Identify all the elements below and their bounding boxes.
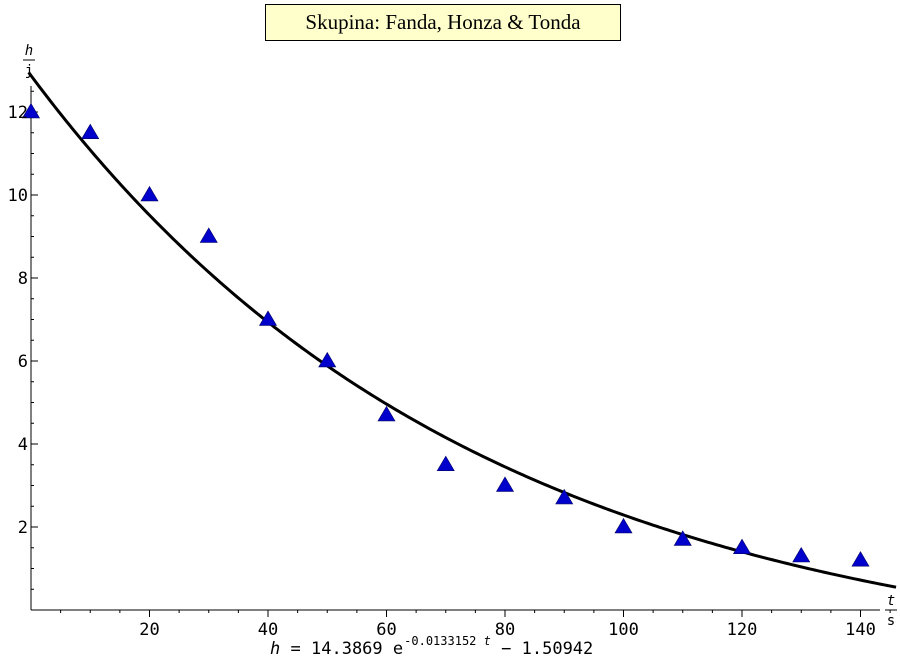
data-point-marker	[21, 102, 41, 119]
formula-coefficient: 14.3869	[311, 639, 383, 659]
chart-title: Skupina: Fanda, Honza & Tonda	[265, 4, 621, 41]
x-axis-label-denominator: s	[887, 613, 895, 629]
data-point-marker	[258, 310, 278, 326]
fit-formula: h = 14.3869 e-0.0133152 t − 1.50942	[270, 634, 594, 659]
y-tick-label: 12	[8, 103, 28, 123]
tick-labels-layer: 20 40 60 80 100 120 140 2 4 6 8 10 12 hj ts	[8, 43, 897, 640]
formula-exponent-var: t	[483, 634, 491, 648]
data-point-marker	[81, 123, 100, 139]
y-axis-label-denominator: j	[25, 63, 33, 79]
formula-minus: −	[501, 639, 512, 659]
fit-curve-line	[27, 71, 897, 589]
y-axis-label-numerator: h	[25, 43, 33, 59]
x-tick-label: 100	[608, 620, 639, 640]
data-point-marker	[732, 538, 752, 555]
y-tick-label: 8	[18, 269, 28, 289]
formula-exponent: -0.0133152 t	[404, 634, 491, 648]
y-tick-label: 10	[8, 186, 28, 206]
formula-exponent-value: -0.0133152	[404, 634, 477, 648]
data-point-marker	[495, 476, 515, 492]
data-point-marker	[673, 530, 692, 546]
formula-lhs: h	[270, 639, 281, 659]
data-points-layer	[21, 102, 870, 567]
y-tick-label: 2	[18, 518, 28, 538]
y-tick-label: 6	[18, 352, 28, 372]
data-point-marker	[199, 227, 218, 243]
data-point-marker	[555, 488, 574, 505]
data-point-marker	[792, 546, 811, 563]
x-tick-label: 60	[376, 620, 396, 640]
formula-constant: 1.50942	[521, 639, 594, 659]
x-tick-label: 20	[139, 620, 159, 640]
x-tick-label: 40	[258, 620, 278, 640]
formula-equals: =	[290, 639, 301, 659]
x-tick-label: 140	[845, 620, 876, 640]
fit-curve-layer	[27, 71, 897, 589]
data-point-marker	[318, 351, 337, 368]
axes	[30, 86, 891, 617]
data-point-marker	[140, 185, 159, 202]
data-point-marker	[377, 405, 396, 422]
data-point-marker	[614, 517, 633, 534]
y-tick-label: 4	[18, 435, 28, 455]
formula-base: e	[392, 639, 404, 659]
x-tick-label: 120	[727, 620, 758, 640]
x-tick-label: 80	[495, 620, 515, 640]
x-axis-label-numerator: t	[887, 593, 895, 609]
data-point-marker	[436, 455, 455, 472]
data-point-marker	[851, 551, 870, 567]
